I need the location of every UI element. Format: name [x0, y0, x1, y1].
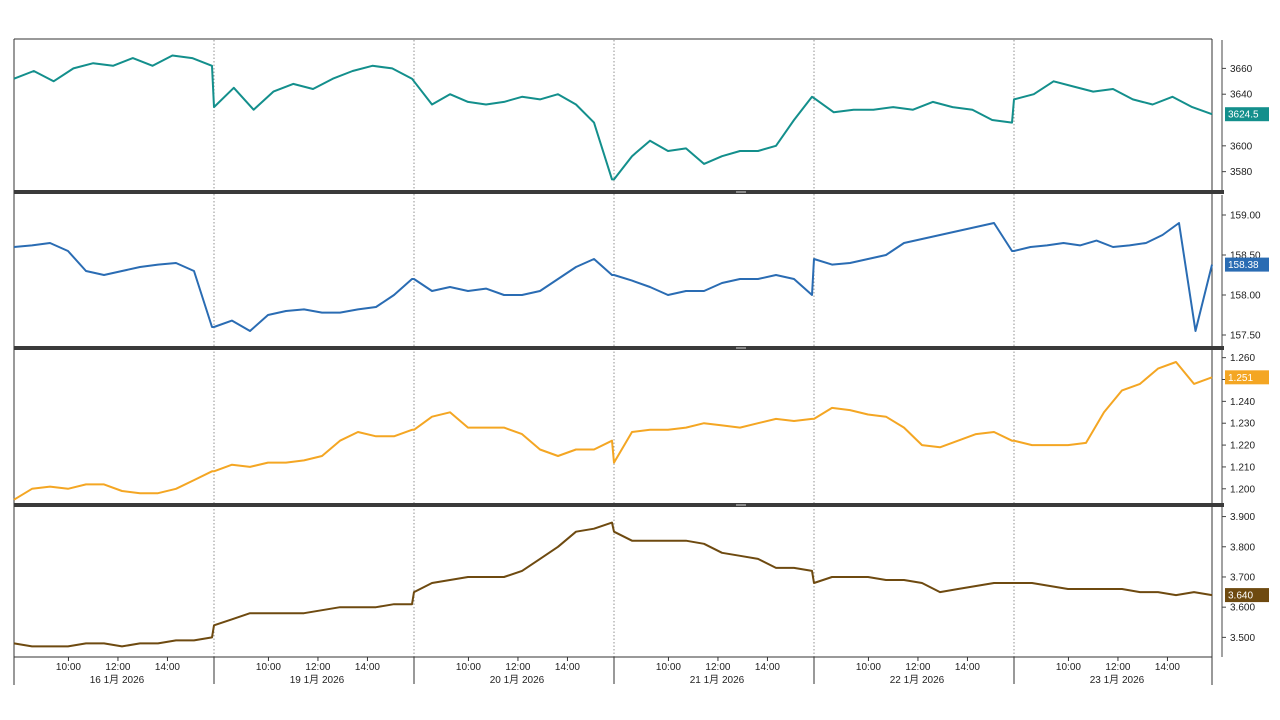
y-tick-label: 3.700 — [1230, 572, 1255, 583]
panel-resize-handle[interactable] — [736, 504, 746, 506]
last-value-badge: 3.640 — [1225, 588, 1269, 603]
last-value-badge-bg — [1225, 257, 1269, 272]
x-tick-label: 10:00 — [656, 662, 681, 673]
last-value-label: 3.640 — [1228, 591, 1253, 602]
panel-resize-handle[interactable] — [736, 191, 746, 193]
last-value-label: 3624.5 — [1228, 110, 1259, 121]
panel-separator — [14, 346, 1224, 350]
panel-resize-handle[interactable] — [736, 347, 746, 349]
last-value-label: 158.38 — [1228, 260, 1259, 271]
last-value-label: 1.251 — [1228, 373, 1253, 384]
y-tick-label: 3660 — [1230, 64, 1253, 75]
x-tick-label: 10:00 — [856, 662, 881, 673]
y-tick-label: 3580 — [1230, 167, 1253, 178]
y-tick-label: 1.240 — [1230, 397, 1255, 408]
panel-separator — [14, 190, 1224, 194]
panel-4: 3.900 3.800 3.700 3.600 3.500 3.640 — [13, 506, 1269, 657]
series-line — [13, 521, 1213, 648]
y-tick-label: 1.220 — [1230, 441, 1255, 452]
chart-panels: 3660 3640 3600 3580 3624.5 159.00 158.50 158.00… — [13, 38, 1269, 685]
x-tick-label: 14:00 — [955, 662, 980, 673]
y-tick-label: 1.210 — [1230, 462, 1255, 473]
day-label: 20 1月 2026 — [490, 674, 545, 686]
x-tick-label: 10:00 — [456, 662, 481, 673]
x-axis: 10:00 12:00 14:00 16 1月 2026 10:00 12:00 14:00… — [13, 656, 1212, 686]
x-tick-label: 14:00 — [155, 662, 180, 673]
x-tick-label: 12:00 — [1105, 662, 1130, 673]
last-value-badge: 1.251 — [1225, 370, 1269, 385]
day-label: 22 1月 2026 — [890, 674, 945, 686]
y-tick-label: 1.200 — [1230, 484, 1255, 495]
x-tick-label: 12:00 — [705, 662, 730, 673]
last-value-badge-bg — [1225, 107, 1269, 122]
last-value-badge: 3624.5 — [1225, 107, 1269, 122]
x-tick-label: 10:00 — [1056, 662, 1081, 673]
y-tick-label: 3.800 — [1230, 542, 1255, 553]
series-line — [13, 361, 1213, 501]
day-label: 23 1月 2026 — [1090, 674, 1145, 686]
y-tick-label: 3600 — [1230, 141, 1253, 152]
day-label: 16 1月 2026 — [90, 674, 145, 686]
y-tick-label: 3.900 — [1230, 512, 1255, 523]
x-tick-label: 14:00 — [555, 662, 580, 673]
x-tick-label: 14:00 — [355, 662, 380, 673]
y-tick-label: 1.260 — [1230, 353, 1255, 364]
y-tick-label: 3640 — [1230, 90, 1253, 101]
day-label: 19 1月 2026 — [290, 674, 345, 686]
y-tick-label: 159.00 — [1230, 211, 1261, 222]
x-tick-label: 14:00 — [755, 662, 780, 673]
y-tick-label: 3.600 — [1230, 603, 1255, 614]
last-value-badge: 158.38 — [1225, 257, 1269, 272]
y-tick-label: 1.230 — [1230, 419, 1255, 430]
x-tick-label: 12:00 — [505, 662, 530, 673]
day-label: 21 1月 2026 — [690, 674, 745, 686]
panel-1: 3660 3640 3600 3580 3624.5 — [13, 40, 1269, 191]
y-tick-label: 3.500 — [1230, 633, 1255, 644]
x-tick-label: 10:00 — [256, 662, 281, 673]
last-value-badge-bg — [1225, 588, 1269, 603]
last-value-badge-bg — [1225, 370, 1269, 385]
series-line — [13, 222, 1213, 332]
series-line — [13, 54, 1213, 181]
x-tick-label: 14:00 — [1155, 662, 1180, 673]
x-tick-label: 12:00 — [905, 662, 930, 673]
x-tick-label: 12:00 — [105, 662, 130, 673]
y-tick-label: 158.00 — [1230, 291, 1261, 302]
y-tick-label: 158.50 — [1230, 251, 1261, 262]
y-tick-label: 157.50 — [1230, 331, 1261, 342]
panel-separator — [14, 503, 1224, 507]
x-tick-label: 12:00 — [305, 662, 330, 673]
panel-2: 159.00 158.50 158.00 157.50 158.38 — [13, 195, 1269, 347]
x-tick-label: 10:00 — [56, 662, 81, 673]
